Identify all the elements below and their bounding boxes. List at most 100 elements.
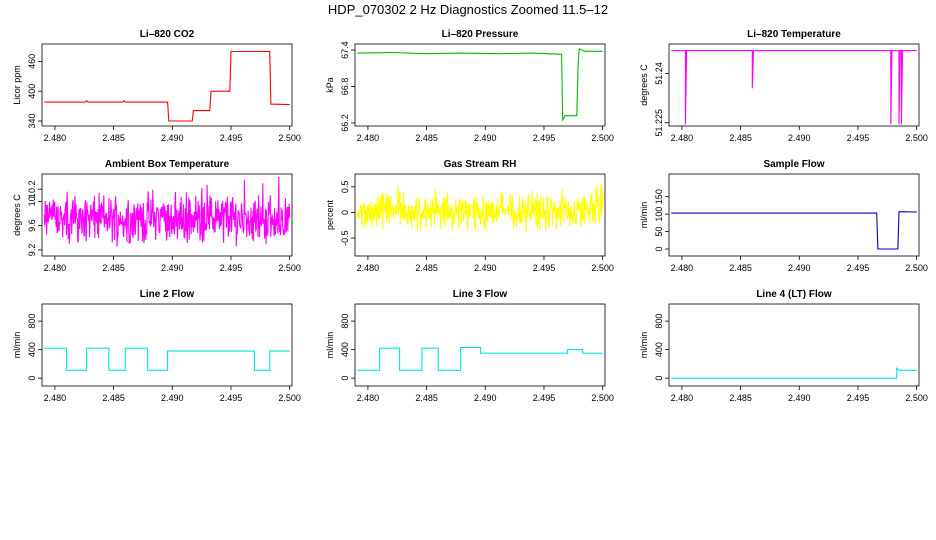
plot-frame xyxy=(668,303,920,387)
y-tick-label: 150 xyxy=(654,189,664,204)
y-tick-label: 10 xyxy=(27,196,37,206)
x-tick-label: 2.485 xyxy=(415,263,438,273)
series-line xyxy=(44,347,290,371)
panel-title: Line 4 (LT) Flow xyxy=(756,289,832,300)
y-tick-label: 9.6 xyxy=(27,219,37,232)
y-tick-label: 10.2 xyxy=(27,180,37,198)
y-tick-label: 0 xyxy=(340,376,350,381)
y-axis-label: ml/min xyxy=(12,332,22,359)
x-tick-label: 2.500 xyxy=(905,133,928,143)
plot-frame xyxy=(354,43,606,127)
x-tick-label: 2.490 xyxy=(161,133,184,143)
series-line xyxy=(671,211,917,250)
x-tick-label: 2.485 xyxy=(729,393,752,403)
plot-frame xyxy=(41,173,293,257)
x-tick-label: 2.485 xyxy=(102,133,125,143)
panel-title: Ambient Box Temperature xyxy=(105,159,230,170)
x-tick-label: 2.490 xyxy=(161,263,184,273)
panel-6: Sample Flow 2.480 2.485 2.490 2.495 2.500 0 50 1… xyxy=(639,159,928,273)
y-axis-label: degrees C xyxy=(12,194,22,236)
series-line xyxy=(44,50,290,122)
page-title: HDP_070302 2 Hz Diagnostics Zoomed 11.5–… xyxy=(327,2,609,17)
panel-3: Li–820 Temperature 2.480 2.485 2.490 2.495 2.… xyxy=(639,29,928,143)
x-tick-label: 2.495 xyxy=(220,393,243,403)
series-line xyxy=(356,183,604,232)
panel-2: Li–820 Pressure 2.480 2.485 2.490 2.495 2.500… xyxy=(325,29,614,143)
x-tick-label: 2.495 xyxy=(533,133,556,143)
panel-title: Line 3 Flow xyxy=(453,289,508,300)
x-tick-label: 2.485 xyxy=(415,133,438,143)
panel-title: Li–820 CO2 xyxy=(140,29,195,40)
y-tick-label: 50 xyxy=(654,227,664,237)
series-line xyxy=(357,346,603,371)
x-tick-label: 2.490 xyxy=(788,393,811,403)
y-axis-label: degrees C xyxy=(639,64,649,106)
x-tick-label: 2.500 xyxy=(591,263,614,273)
y-axis-label: ml/min xyxy=(325,332,335,359)
x-tick-label: 2.480 xyxy=(671,393,694,403)
x-tick-label: 2.480 xyxy=(357,393,380,403)
x-tick-label: 2.480 xyxy=(44,133,67,143)
y-axis-label: ml/min xyxy=(639,202,649,229)
plot-frame xyxy=(41,43,293,127)
series-line xyxy=(357,48,603,122)
x-tick-label: 2.495 xyxy=(847,393,870,403)
panel-7: Line 2 Flow 2.480 2.485 2.490 2.495 2.500 0 400… xyxy=(12,289,301,403)
y-axis-label: kPa xyxy=(325,77,335,93)
x-tick-label: 2.495 xyxy=(220,263,243,273)
x-tick-label: 2.480 xyxy=(357,133,380,143)
panel-title: Li–820 Temperature xyxy=(747,29,841,40)
x-tick-label: 2.490 xyxy=(474,133,497,143)
x-tick-label: 2.490 xyxy=(788,133,811,143)
plot-frame xyxy=(41,303,293,387)
x-tick-label: 2.500 xyxy=(591,133,614,143)
x-tick-label: 2.490 xyxy=(474,263,497,273)
x-tick-label: 2.485 xyxy=(729,263,752,273)
y-tick-label: 800 xyxy=(340,314,350,329)
plot-frame xyxy=(354,173,606,257)
x-tick-label: 2.500 xyxy=(591,393,614,403)
y-tick-label: 0 xyxy=(654,247,664,252)
panel-8: Line 3 Flow 2.480 2.485 2.490 2.495 2.500 0 400… xyxy=(325,289,614,403)
x-tick-label: 2.500 xyxy=(278,133,301,143)
y-tick-label: 51.24 xyxy=(654,62,664,85)
x-tick-label: 2.500 xyxy=(278,393,301,403)
panel-title: Gas Stream RH xyxy=(444,159,517,170)
x-tick-label: 2.480 xyxy=(44,393,67,403)
y-tick-label: 66.2 xyxy=(340,114,350,132)
panel-5: Gas Stream RH 2.480 2.485 2.490 2.495 2.500 -0… xyxy=(325,159,614,273)
x-tick-label: 2.485 xyxy=(102,263,125,273)
x-tick-label: 2.485 xyxy=(102,393,125,403)
x-tick-label: 2.480 xyxy=(357,263,380,273)
y-tick-label: 400 xyxy=(654,342,664,357)
x-tick-label: 2.495 xyxy=(533,263,556,273)
series-line xyxy=(671,366,917,379)
panel-1: Li–820 CO2 2.480 2.485 2.490 2.495 2.500 340 40… xyxy=(12,29,301,143)
x-tick-label: 2.495 xyxy=(847,263,870,273)
y-axis-label: percent xyxy=(325,199,335,230)
y-tick-label: 400 xyxy=(340,342,350,357)
x-tick-label: 2.495 xyxy=(847,133,870,143)
x-tick-label: 2.480 xyxy=(671,133,694,143)
panel-title: Line 2 Flow xyxy=(140,289,195,300)
y-tick-label: 800 xyxy=(654,314,664,329)
x-tick-label: 2.485 xyxy=(415,393,438,403)
y-tick-label: 400 xyxy=(27,84,37,99)
y-tick-label: 800 xyxy=(27,314,37,329)
y-tick-label: 67.4 xyxy=(340,41,350,59)
plot-frame xyxy=(668,173,920,257)
y-tick-label: 9.2 xyxy=(27,244,37,257)
y-tick-label: 400 xyxy=(27,342,37,357)
x-tick-label: 2.480 xyxy=(671,263,694,273)
panel-4: Ambient Box Temperature 2.480 2.485 2.490 2.… xyxy=(12,159,301,273)
x-tick-label: 2.490 xyxy=(474,393,497,403)
series-line xyxy=(43,176,291,247)
x-tick-label: 2.480 xyxy=(44,263,67,273)
y-tick-label: 100 xyxy=(654,207,664,222)
panel-title: Sample Flow xyxy=(763,159,824,170)
y-tick-label: 66.8 xyxy=(340,78,350,96)
y-axis-label: Licor ppm xyxy=(12,65,22,105)
x-tick-label: 2.495 xyxy=(220,133,243,143)
plot-frame xyxy=(354,303,606,387)
